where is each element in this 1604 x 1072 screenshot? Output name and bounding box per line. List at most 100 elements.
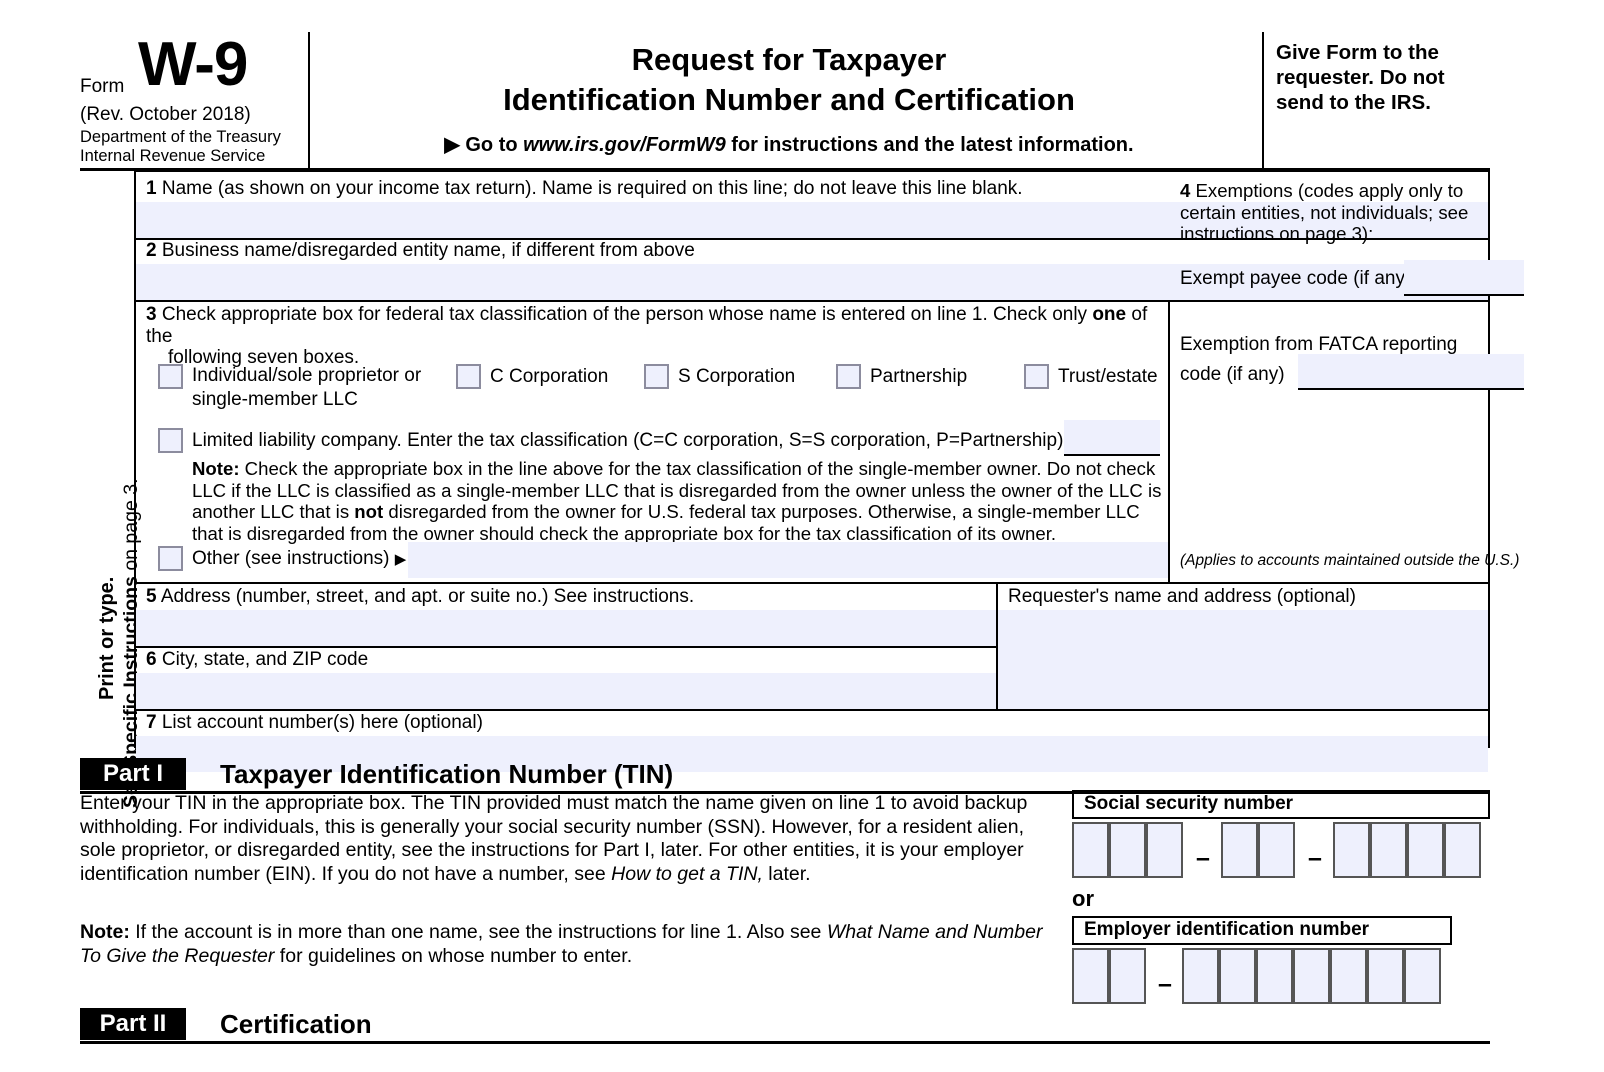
exemptions-number: 4 bbox=[1180, 180, 1191, 201]
other-arrow-icon: ▶ bbox=[394, 551, 407, 568]
ssn-heading: Social security number bbox=[1072, 790, 1490, 819]
form-department: Department of the Treasury Internal Reve… bbox=[80, 128, 281, 165]
ein-heading: Employer identification number bbox=[1072, 916, 1452, 945]
part-1-note-a: If the account is in more than one name,… bbox=[129, 921, 827, 943]
department-line-1: Department of the Treasury bbox=[80, 128, 281, 146]
give-form-note: Give Form to the requester. Do not send … bbox=[1276, 41, 1445, 114]
fatca-label-line-1: Exemption from FATCA reporting bbox=[1180, 334, 1458, 355]
line-1-bottom-rule bbox=[136, 238, 1488, 240]
part-2-title: Certification bbox=[220, 1009, 372, 1039]
line-7-label: 7 List account number(s) here (optional) bbox=[146, 712, 483, 734]
line-1-name-input[interactable] bbox=[136, 202, 1488, 238]
department-line-2: Internal Revenue Service bbox=[80, 146, 266, 165]
llc-note-block: Note: Check the appropriate box in the l… bbox=[192, 458, 1167, 544]
ssn-digit-1[interactable] bbox=[1072, 822, 1109, 878]
line-7-account-numbers-input[interactable] bbox=[136, 736, 1488, 772]
form-number: W-9 bbox=[138, 30, 248, 99]
ein-box-row: – bbox=[1072, 948, 1452, 1004]
ein-digit-9[interactable] bbox=[1404, 948, 1441, 1004]
ssn-digit-3[interactable] bbox=[1146, 822, 1183, 878]
requester-divider-rule bbox=[996, 582, 998, 709]
line-3-text-c: following seven boxes. bbox=[168, 347, 360, 368]
form-revision: (Rev. October 2018) bbox=[80, 104, 251, 125]
goto-url-line: ▶ Go to www.irs.gov/FormW9 for instructi… bbox=[316, 132, 1262, 157]
form-header-left: Form W-9 (Rev. October 2018) Department … bbox=[80, 28, 308, 168]
part-1-header: Part I Taxpayer Identification Number (T… bbox=[80, 758, 1490, 794]
line-2-number: 2 bbox=[146, 240, 157, 261]
ssn-separator-dash: – bbox=[1196, 844, 1210, 872]
fatca-code-input[interactable] bbox=[1298, 354, 1524, 388]
goto-suffix: for instructions and the latest informat… bbox=[725, 134, 1134, 156]
other-classification-input[interactable] bbox=[408, 542, 1168, 578]
line-6-bottom-rule bbox=[136, 709, 1488, 711]
checkbox-s-corporation[interactable] bbox=[644, 364, 669, 389]
line-1-label: 1 Name (as shown on your income tax retu… bbox=[146, 178, 1023, 200]
line-2-label: 2 Business name/disregarded entity name,… bbox=[146, 240, 695, 262]
llc-label-text: Limited liability company. Enter the tax… bbox=[192, 430, 1069, 451]
line-3-text-b: of the bbox=[146, 304, 1148, 347]
checkbox-c-corporation[interactable] bbox=[456, 364, 481, 389]
line-3-text-bold: one bbox=[1092, 304, 1127, 325]
part-1-paragraph-a: Enter your TIN in the appropriate box. T… bbox=[80, 792, 1028, 885]
checkbox-individual-sole-proprietor[interactable] bbox=[158, 364, 183, 389]
line-7-text: List account number(s) here (optional) bbox=[161, 712, 483, 733]
ssn-digit-5[interactable] bbox=[1258, 822, 1295, 878]
line-5-number: 5 bbox=[146, 586, 157, 607]
requester-name-address-input[interactable] bbox=[998, 610, 1488, 709]
line-5-address-input[interactable] bbox=[136, 610, 996, 646]
part-2-underline bbox=[80, 1041, 1490, 1044]
goto-prefix: ▶ Go to bbox=[444, 134, 524, 156]
checkbox-other[interactable] bbox=[158, 546, 183, 571]
checkbox-partnership-label: Partnership bbox=[870, 366, 968, 387]
part-1-paragraph: Enter your TIN in the appropriate box. T… bbox=[80, 792, 1058, 886]
ein-digit-2[interactable] bbox=[1109, 948, 1146, 1004]
sidebar-print-instructions: Print or type. See Specific Instructions… bbox=[80, 170, 142, 808]
fatca-label-line-2: code (if any) bbox=[1180, 364, 1285, 385]
line-1-number: 1 bbox=[146, 178, 157, 199]
ein-digit-3[interactable] bbox=[1182, 948, 1219, 1004]
line-6-label: 6 City, state, and ZIP code bbox=[146, 649, 368, 671]
ssn-digit-2[interactable] bbox=[1109, 822, 1146, 878]
exemptions-heading-text: Exemptions (codes apply only to certain … bbox=[1180, 180, 1469, 244]
part-1-note-b: for guidelines on whose number to enter. bbox=[274, 944, 633, 967]
ein-digit-8[interactable] bbox=[1367, 948, 1404, 1004]
line-3-number: 3 bbox=[146, 304, 157, 325]
ssn-separator-dash: – bbox=[1308, 844, 1322, 872]
title-line-1: Request for Taxpayer bbox=[631, 42, 947, 77]
irs-url-link[interactable]: www.irs.gov/FormW9 bbox=[523, 134, 726, 156]
ssn-digit-7[interactable] bbox=[1370, 822, 1407, 878]
part-1-underline bbox=[80, 791, 1490, 794]
line-3-bottom-rule bbox=[136, 582, 1488, 584]
line-1-text: Name (as shown on your income tax return… bbox=[161, 178, 1023, 199]
exempt-payee-code-label: Exempt payee code (if any) bbox=[1180, 268, 1412, 289]
line-6-city-state-zip-input[interactable] bbox=[136, 673, 996, 709]
exempt-payee-code-underline bbox=[1404, 294, 1524, 296]
ssn-digit-8[interactable] bbox=[1407, 822, 1444, 878]
checkbox-trust-estate-label: Trust/estate bbox=[1058, 366, 1158, 387]
checkbox-limited-liability-company[interactable] bbox=[158, 428, 183, 453]
ein-digit-6[interactable] bbox=[1293, 948, 1330, 1004]
part-1-tag: Part I bbox=[80, 758, 186, 790]
llc-note-text-2: disregarded from the owner for U.S. fede… bbox=[192, 501, 1140, 544]
ein-digit-5[interactable] bbox=[1256, 948, 1293, 1004]
line-2-business-name-input[interactable] bbox=[136, 264, 1488, 300]
ssn-digit-9[interactable] bbox=[1444, 822, 1481, 878]
llc-classification-underline bbox=[1064, 454, 1160, 456]
llc-note-bold: Note: bbox=[192, 458, 240, 479]
ein-entry-area: Employer identification number – bbox=[1072, 916, 1452, 1004]
page-title: Request for Taxpayer Identification Numb… bbox=[316, 40, 1262, 120]
header-divider-right bbox=[1262, 32, 1264, 168]
ssn-digit-4[interactable] bbox=[1221, 822, 1258, 878]
llc-classification-input[interactable] bbox=[1064, 420, 1160, 454]
form-header: Form W-9 (Rev. October 2018) Department … bbox=[80, 28, 1490, 168]
header-divider-left bbox=[308, 32, 310, 168]
checkbox-partnership[interactable] bbox=[836, 364, 861, 389]
ein-digit-1[interactable] bbox=[1072, 948, 1109, 1004]
checkbox-trust-estate[interactable] bbox=[1024, 364, 1049, 389]
ssn-digit-6[interactable] bbox=[1333, 822, 1370, 878]
ein-digit-4[interactable] bbox=[1219, 948, 1256, 1004]
form-word-label: Form bbox=[80, 76, 125, 97]
ein-digit-7[interactable] bbox=[1330, 948, 1367, 1004]
exempt-payee-code-input[interactable] bbox=[1404, 260, 1524, 294]
